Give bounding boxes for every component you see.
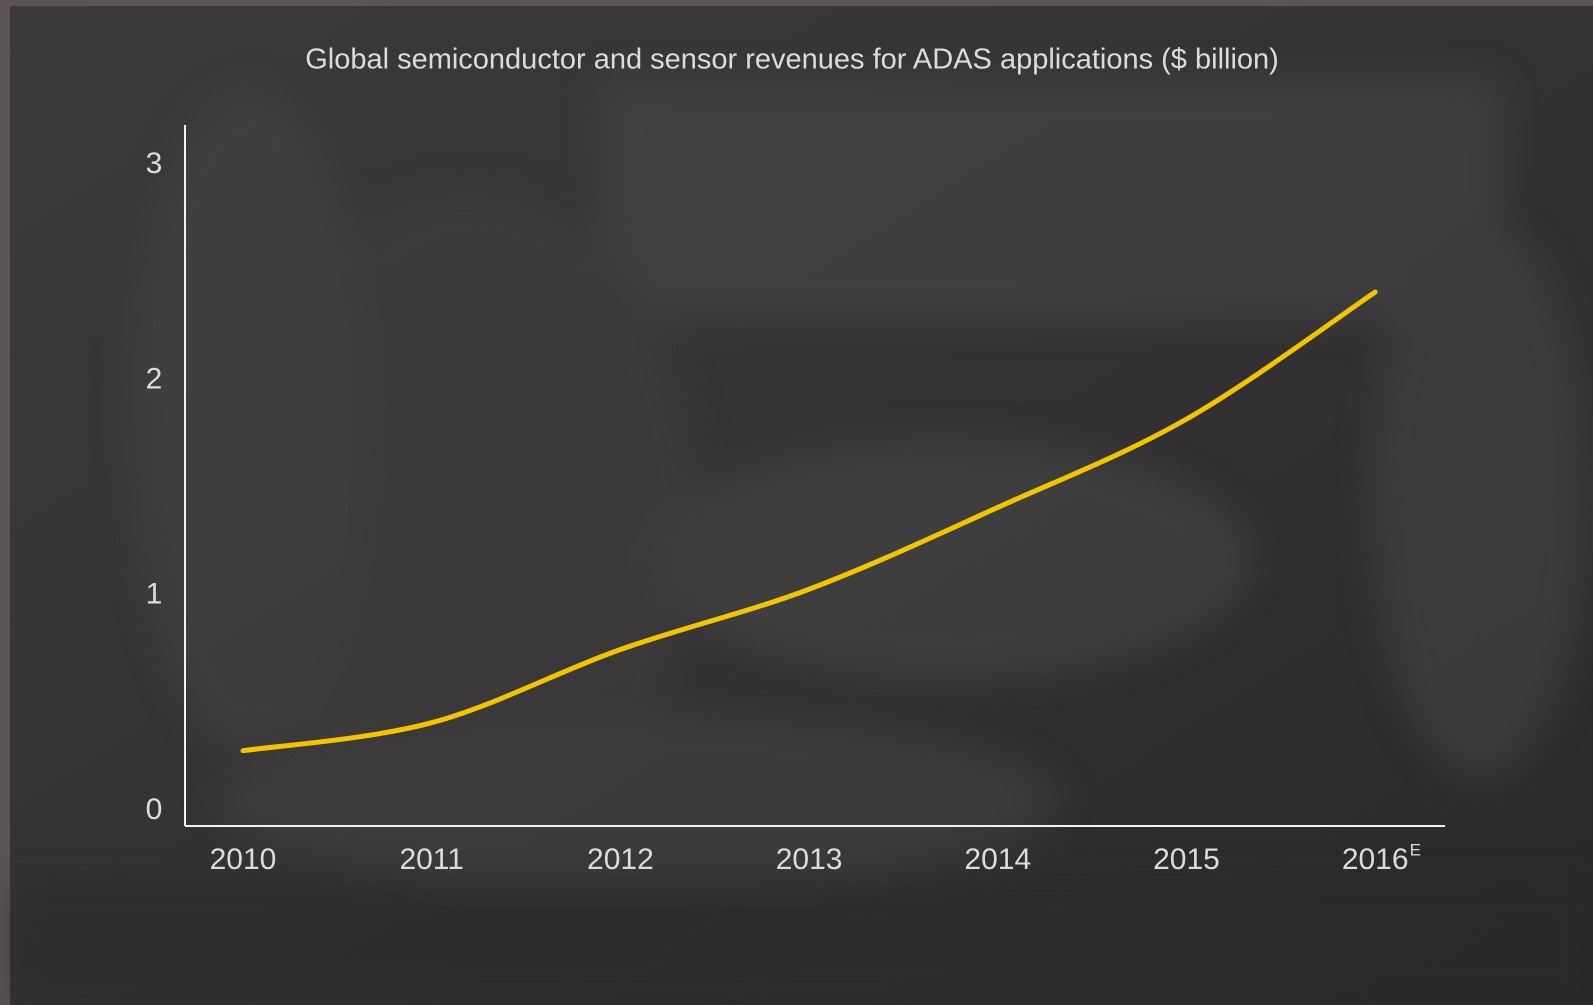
- y-tick-label: 2: [146, 362, 163, 395]
- x-tick-label: 2013: [776, 843, 843, 876]
- estimate-mark: E: [1410, 840, 1421, 859]
- x-tick-label: 2014: [964, 843, 1031, 876]
- chart-title: Global semiconductor and sensor revenues…: [305, 44, 1279, 76]
- chart: Global semiconductor and sensor revenues…: [0, 0, 1593, 1005]
- x-tick-label: 2016: [1342, 843, 1409, 876]
- x-tick-label: 2012: [587, 843, 654, 876]
- y-tick-label: 0: [146, 793, 163, 826]
- x-tick-label: 2011: [399, 843, 464, 876]
- x-tick-label: 2015: [1153, 843, 1220, 876]
- y-tick-label: 3: [146, 147, 163, 180]
- y-tick-label: 1: [146, 578, 163, 611]
- x-tick-label: 2010: [210, 843, 277, 876]
